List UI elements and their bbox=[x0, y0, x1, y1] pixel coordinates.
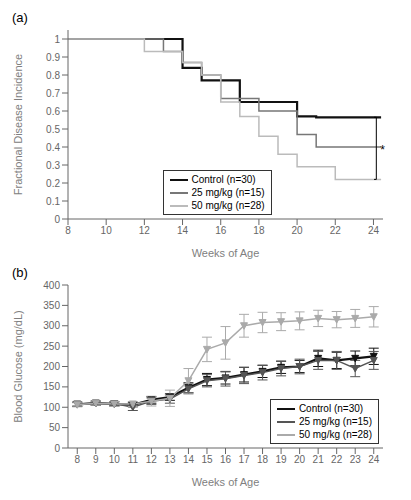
svg-text:16: 16 bbox=[215, 225, 227, 236]
svg-text:18: 18 bbox=[253, 225, 265, 236]
svg-text:10: 10 bbox=[109, 454, 121, 465]
html-text:Control (n=30): Control (n=30) bbox=[298, 403, 364, 414]
svg-text:17: 17 bbox=[238, 454, 250, 465]
svg-text:11: 11 bbox=[128, 454, 139, 465]
svg-text:23: 23 bbox=[350, 454, 362, 465]
svg-text:250: 250 bbox=[43, 341, 60, 352]
svg-text:0.5: 0.5 bbox=[46, 124, 60, 135]
svg-text:0.9: 0.9 bbox=[46, 52, 60, 63]
html-text:(a): (a) bbox=[12, 10, 28, 25]
svg-text:15: 15 bbox=[201, 454, 213, 465]
svg-text:400: 400 bbox=[43, 280, 60, 291]
svg-text:9: 9 bbox=[93, 454, 99, 465]
svg-text:0.8: 0.8 bbox=[46, 70, 60, 81]
svg-text:150: 150 bbox=[43, 381, 60, 392]
svg-text:20: 20 bbox=[294, 454, 306, 465]
svg-text:8: 8 bbox=[74, 454, 80, 465]
svg-text:50: 50 bbox=[49, 422, 61, 433]
svg-text:0.3: 0.3 bbox=[46, 160, 60, 171]
svg-text:0.4: 0.4 bbox=[46, 142, 60, 153]
svg-text:0.6: 0.6 bbox=[46, 106, 60, 117]
svg-text:22: 22 bbox=[331, 454, 343, 465]
svg-text:0: 0 bbox=[54, 214, 60, 225]
svg-text:350: 350 bbox=[43, 300, 60, 311]
svg-text:20: 20 bbox=[292, 225, 304, 236]
svg-text:200: 200 bbox=[43, 361, 60, 372]
svg-text:Blood Glucose (mg/dL): Blood Glucose (mg/dL) bbox=[12, 310, 24, 423]
svg-text:22: 22 bbox=[330, 225, 342, 236]
svg-text:0: 0 bbox=[54, 443, 60, 454]
svg-text:Fractional Disease Incidence: Fractional Disease Incidence bbox=[12, 54, 24, 195]
svg-text:100: 100 bbox=[43, 402, 60, 413]
svg-text:12: 12 bbox=[139, 225, 151, 236]
html-text:25 mg/kg (n=15): 25 mg/kg (n=15) bbox=[298, 416, 372, 427]
html-text:(b): (b) bbox=[12, 265, 28, 280]
svg-text:12: 12 bbox=[146, 454, 158, 465]
svg-text:10: 10 bbox=[101, 225, 113, 236]
svg-text:Weeks of Age: Weeks of Age bbox=[192, 476, 260, 488]
svg-text:14: 14 bbox=[183, 454, 195, 465]
svg-text:13: 13 bbox=[164, 454, 176, 465]
svg-text:21: 21 bbox=[313, 454, 325, 465]
svg-text:14: 14 bbox=[177, 225, 189, 236]
html-text:Control (n=30): Control (n=30) bbox=[191, 174, 256, 185]
html-text:50 mg/kg (n=28): 50 mg/kg (n=28) bbox=[298, 429, 372, 440]
svg-text:24: 24 bbox=[368, 225, 380, 236]
svg-text:1: 1 bbox=[54, 34, 60, 45]
svg-text:0.1: 0.1 bbox=[46, 196, 60, 207]
svg-text:0.7: 0.7 bbox=[46, 88, 60, 99]
svg-text:16: 16 bbox=[220, 454, 232, 465]
svg-text:19: 19 bbox=[276, 454, 288, 465]
svg-text:18: 18 bbox=[257, 454, 269, 465]
svg-text:8: 8 bbox=[65, 225, 71, 236]
html-text:25 mg/kg (n=15): 25 mg/kg (n=15) bbox=[191, 187, 265, 198]
svg-text:300: 300 bbox=[43, 320, 60, 331]
svg-text:Weeks of Age: Weeks of Age bbox=[192, 247, 260, 259]
svg-text:24: 24 bbox=[368, 454, 380, 465]
svg-text:0.2: 0.2 bbox=[46, 178, 60, 189]
html-text:50 mg/kg (n=28): 50 mg/kg (n=28) bbox=[191, 200, 265, 211]
svg-text:*: * bbox=[380, 143, 385, 157]
